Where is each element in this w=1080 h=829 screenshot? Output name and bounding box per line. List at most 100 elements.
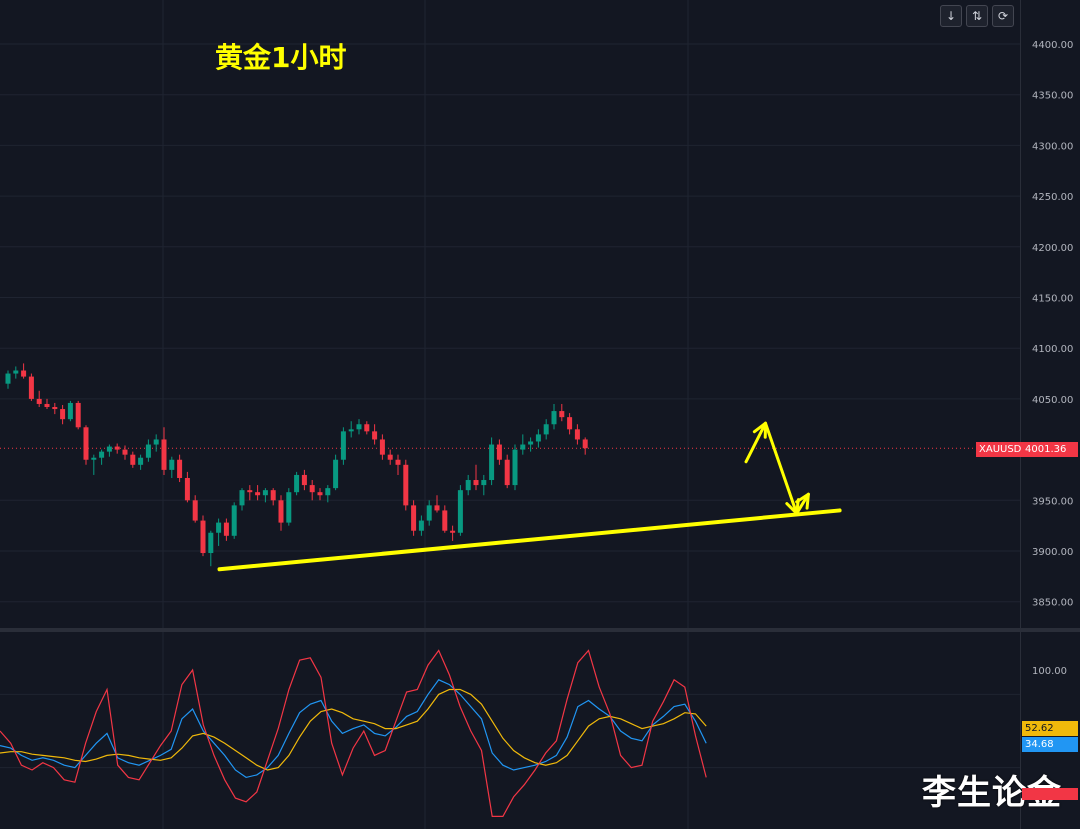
candle-body — [5, 373, 11, 384]
k-value-label: 34.68 — [1022, 737, 1078, 752]
candle-body — [372, 431, 378, 440]
candle-body — [496, 444, 502, 460]
collapse-icon[interactable]: ⇅ — [966, 5, 988, 27]
candle-body — [411, 505, 417, 531]
candle-body — [99, 451, 105, 458]
y-tick-label: 4250.00 — [1032, 192, 1073, 203]
candle-body — [223, 522, 229, 536]
candle-body — [512, 449, 518, 486]
candle-body — [473, 480, 479, 486]
y-tick-label: 4300.00 — [1032, 141, 1073, 152]
arrow-down-icon[interactable]: ↓ — [940, 5, 962, 27]
candle-body — [340, 431, 346, 460]
candle-body — [559, 411, 565, 418]
candle-body — [91, 457, 97, 460]
candle-body — [161, 439, 167, 470]
y-tick-label: 3950.00 — [1032, 496, 1073, 507]
candle-body — [481, 480, 487, 486]
candle-body — [582, 439, 588, 449]
candle-body — [239, 490, 245, 506]
candle-body — [286, 492, 292, 523]
osc-line-k — [0, 679, 707, 779]
candle-body — [567, 417, 573, 430]
reset-icon[interactable]: ⟳ — [992, 5, 1014, 27]
y-tick-label: 3850.00 — [1032, 598, 1073, 609]
candle-body — [489, 444, 495, 481]
symbol-label: XAUUSD — [976, 442, 1022, 457]
y-tick-label: 4150.00 — [1032, 294, 1073, 305]
candle-body — [106, 446, 112, 452]
candle-body — [231, 505, 237, 536]
candle-body — [75, 402, 81, 428]
arrow-line — [764, 421, 799, 515]
candle-body — [192, 500, 198, 521]
candle-body — [387, 454, 393, 460]
pane-separator — [0, 628, 1080, 632]
support-trendline — [217, 508, 842, 572]
candle-body — [262, 490, 268, 496]
candle-body — [36, 398, 42, 404]
osc-tick-label: 100.00 — [1032, 666, 1067, 677]
candle-body — [426, 505, 432, 521]
candle-body — [294, 474, 300, 493]
candle-body — [457, 490, 463, 533]
candle-body — [442, 510, 448, 531]
candle-body — [403, 464, 409, 506]
candle-body — [13, 370, 19, 374]
candle-body — [309, 485, 315, 493]
candle-body — [333, 459, 339, 489]
candle-body — [44, 403, 50, 408]
candle-body — [122, 449, 128, 455]
candle-body — [535, 434, 541, 442]
candle-body — [28, 376, 34, 399]
candle-body — [551, 411, 557, 425]
candle-body — [301, 474, 307, 486]
candle-body — [270, 490, 276, 501]
candle-body — [138, 457, 144, 465]
chart-toolbar: ↓ ⇅ ⟳ — [940, 5, 1014, 27]
candle-body — [255, 492, 261, 496]
candle-body — [200, 520, 206, 554]
candle-body — [543, 424, 549, 435]
y-tick-label: 4400.00 — [1032, 40, 1073, 51]
candle-body — [528, 441, 534, 445]
candle-body — [153, 439, 159, 445]
candle-body — [465, 480, 471, 491]
candle-body — [348, 429, 354, 432]
y-tick-label: 3900.00 — [1032, 547, 1073, 558]
candle-body — [379, 439, 385, 455]
candle-body — [356, 424, 362, 430]
candle-body — [278, 500, 284, 523]
osc-line-d — [0, 688, 707, 771]
d-value-label: 52.62 — [1022, 721, 1078, 736]
j-value-label — [1022, 788, 1078, 800]
candle-body — [418, 520, 424, 531]
candle-body — [52, 407, 58, 410]
candle-body — [83, 427, 89, 460]
arrow-head — [795, 492, 810, 510]
candle-body — [504, 459, 510, 486]
candle-body — [395, 459, 401, 465]
y-tick-label: 4050.00 — [1032, 395, 1073, 406]
candle-body — [208, 532, 214, 554]
arrow-line — [744, 421, 767, 464]
candle-body — [177, 459, 183, 478]
candle-body — [130, 454, 136, 465]
candle-body — [317, 492, 323, 496]
candle-body — [216, 522, 222, 533]
y-tick-label: 4350.00 — [1032, 91, 1073, 102]
chart-title: 黄金1小时 — [215, 41, 347, 74]
candle-body — [434, 505, 440, 511]
arrow-line — [795, 492, 810, 515]
candle-body — [364, 424, 370, 432]
candle-body — [145, 444, 151, 458]
candle-body — [450, 530, 456, 533]
candle-body — [520, 444, 526, 450]
candle-body — [21, 370, 27, 377]
candle-body — [67, 402, 73, 420]
candle-body — [114, 446, 120, 450]
y-tick-label: 4200.00 — [1032, 243, 1073, 254]
candle-body — [60, 409, 66, 420]
current-price-label: 4001.36 — [1022, 442, 1078, 457]
